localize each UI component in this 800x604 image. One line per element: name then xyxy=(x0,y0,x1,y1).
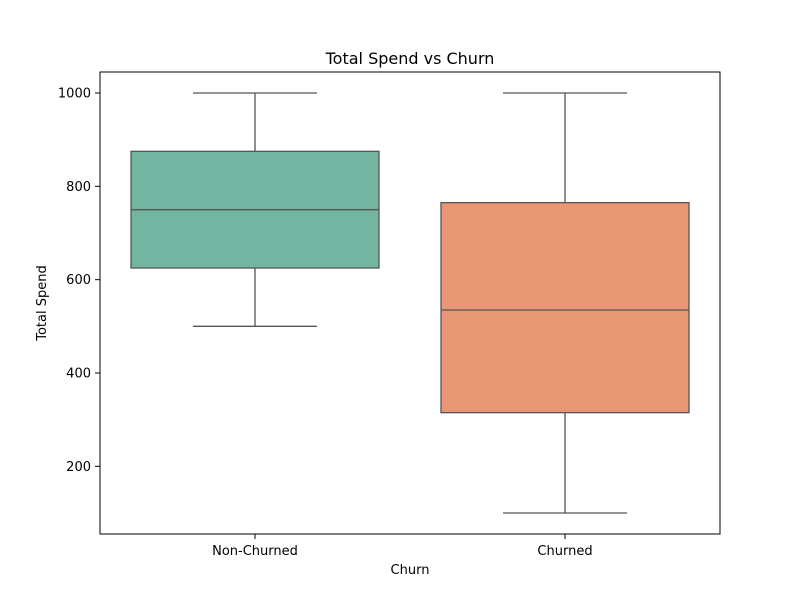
x-tick-label: Non-Churned xyxy=(212,544,298,559)
x-tick-label: Churned xyxy=(537,544,592,559)
y-tick-label: 800 xyxy=(66,180,91,195)
x-axis-label: Churn xyxy=(391,563,430,578)
chart-title: Total Spend vs Churn xyxy=(325,49,495,68)
box-iqr xyxy=(440,202,690,414)
y-axis-label: Total Spend xyxy=(35,265,50,342)
axes-frame xyxy=(99,71,721,535)
y-tick-label: 600 xyxy=(66,273,91,288)
y-tick-label: 200 xyxy=(66,460,91,475)
y-tick-label: 1000 xyxy=(58,87,91,102)
y-tick-label: 400 xyxy=(66,367,91,382)
plot-area: 200 400 600 800 1000 Non-Churned Churned xyxy=(58,71,721,559)
